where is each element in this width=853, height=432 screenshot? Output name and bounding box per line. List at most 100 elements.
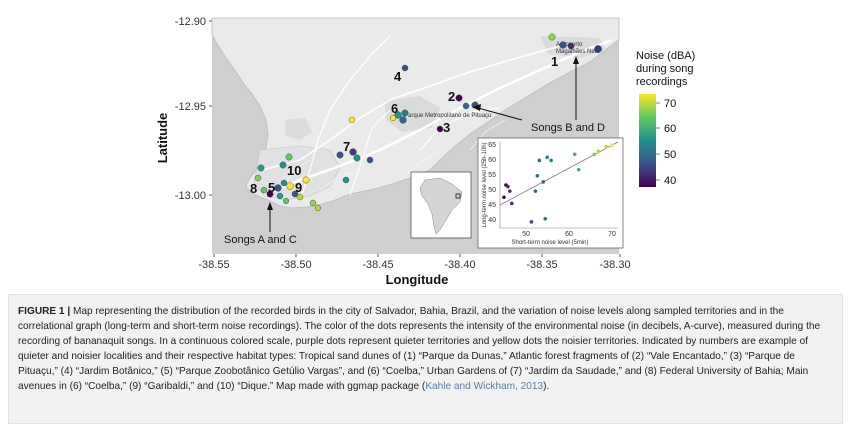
inset-y-tick: 45 [488, 202, 496, 209]
inset-y-tick: 40 [488, 217, 496, 224]
y-tick-label: -12.95 [175, 101, 206, 113]
y-axis: -12.90 -12.95 -13.00 Latitude [155, 16, 212, 202]
legend-title-2: during song [636, 63, 694, 75]
road [279, 119, 506, 191]
site-dot [559, 41, 567, 49]
legend-tick: 40 [664, 175, 676, 187]
caption-text: Map representing the distribution of the… [18, 306, 821, 392]
site-dot [455, 94, 463, 102]
site-dot [285, 153, 293, 161]
scatter-point [535, 173, 540, 178]
scatter-point [572, 152, 577, 157]
inset-y-tick: 50 [488, 187, 496, 194]
site-dot [254, 174, 262, 182]
site-dot [286, 182, 294, 190]
arrow-songs-bd-2 [477, 107, 523, 121]
scatter-plot-area [499, 141, 619, 229]
scatter-point [502, 195, 506, 200]
annotation-songs-ac: Songs A and C [224, 234, 297, 246]
site-dot [279, 161, 287, 169]
map-label-pituacu: Parque Metropolitano de Pituaçu [404, 113, 491, 119]
site-dot [309, 199, 317, 207]
caption-label: FIGURE 1 | [18, 306, 71, 317]
site-number-5: 5 [268, 180, 275, 195]
scatter-point [506, 184, 510, 189]
site-dot [296, 193, 304, 201]
caption-citation-link[interactable]: Kahle and Wickham, 2013 [425, 380, 544, 392]
site-dot [349, 148, 357, 156]
site-dot [274, 184, 282, 192]
legend-tick: 70 [664, 98, 676, 110]
x-tick-label: -38.50 [280, 259, 311, 271]
scatter-point [610, 143, 614, 147]
arrowhead [573, 56, 579, 64]
caption-suffix: ). [543, 380, 550, 392]
color-legend: Noise (dBA) during song recordings 70 60… [636, 50, 695, 187]
arrowhead [472, 104, 481, 111]
site-dot [280, 179, 288, 187]
site-number-4: 4 [394, 69, 402, 84]
site-dot [315, 204, 322, 211]
scatter-point [604, 144, 608, 149]
site-dot [302, 176, 310, 184]
y-tick-label: -12.90 [175, 16, 206, 28]
inset-axes [499, 142, 618, 229]
inset-y-tick: 55 [488, 172, 496, 179]
site-number-6: 6 [391, 101, 398, 116]
inset-y-tick: 60 [488, 157, 496, 164]
legend-title-1: Noise (dBA) [636, 50, 695, 62]
site-dot [260, 186, 268, 194]
site-dot [353, 154, 361, 162]
x-tick-label: -38.30 [599, 259, 630, 271]
site-number-10: 10 [287, 163, 301, 178]
y-tick-label: -13.00 [175, 190, 206, 202]
site-number-1: 1 [551, 54, 558, 69]
y-axis-title: Latitude [155, 113, 170, 164]
legend-tick: 60 [664, 123, 676, 135]
road [299, 35, 391, 201]
south-america-shape [419, 177, 463, 235]
site-dot [567, 42, 575, 50]
inset-x-tick: 70 [608, 231, 616, 238]
site-dot [266, 190, 274, 198]
arrowhead [267, 202, 273, 210]
locator-inset [410, 171, 472, 239]
inset-x-tick: 60 [565, 231, 573, 238]
site-number-2: 2 [448, 89, 455, 104]
site-dot [291, 190, 299, 198]
annotation-songs-bd: Songs B and D [531, 122, 605, 134]
scatter-point [576, 167, 581, 172]
figure-caption: FIGURE 1 | Map representing the distribu… [8, 294, 843, 424]
site-dot [336, 151, 344, 159]
site-dot [283, 197, 290, 204]
inset-y-label: Long-term noise level (25h-10h) [482, 142, 488, 227]
inset-x-label: Short-term noise level (5min) [511, 240, 588, 246]
site-dot [399, 116, 407, 124]
scatter-point [510, 201, 514, 206]
scatter-point [533, 189, 538, 193]
scatter-point [537, 158, 542, 163]
site-dot [401, 64, 409, 72]
site-dot [401, 109, 409, 117]
site-dot [594, 45, 602, 53]
scatter-point [541, 180, 546, 184]
site-dot [390, 114, 397, 121]
inset-y-tick: 65 [488, 142, 496, 149]
scatter-point [596, 149, 601, 154]
site-dot [342, 176, 350, 184]
x-tick-label: -38.45 [362, 259, 393, 271]
x-tick-label: -38.55 [198, 259, 229, 271]
scatter-point [549, 158, 553, 163]
scatter-point [543, 216, 548, 221]
site-dot [348, 116, 356, 124]
site-dot [548, 33, 556, 41]
site-number-3: 3 [443, 120, 450, 135]
x-tick-label: -38.40 [444, 259, 475, 271]
inset-x-tick: 50 [522, 231, 530, 238]
site-number-7: 7 [343, 139, 350, 154]
road [264, 38, 613, 197]
scatter-point [529, 220, 534, 224]
site-dot [366, 156, 374, 164]
scatter-point [592, 152, 597, 157]
road [261, 45, 561, 171]
